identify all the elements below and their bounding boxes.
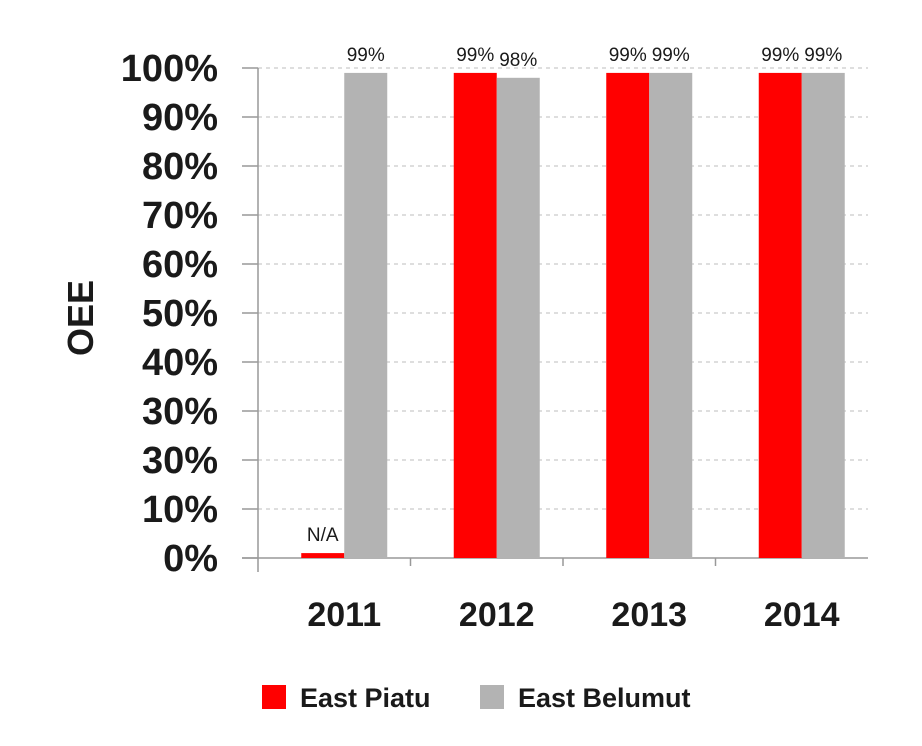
data-label: N/A — [307, 525, 339, 546]
bars — [301, 72, 845, 559]
y-tick-label: 40% — [142, 342, 218, 384]
data-label: 99% — [347, 45, 385, 66]
y-tick-label: 10% — [142, 489, 218, 531]
bar — [801, 72, 845, 559]
y-tick-label: 0% — [163, 538, 218, 580]
y-tick-label: 70% — [142, 195, 218, 237]
y-tick-label: 60% — [142, 244, 218, 286]
bar — [758, 72, 802, 559]
bar — [496, 77, 540, 559]
x-tick-label: 2012 — [459, 596, 535, 634]
data-label: 99% — [652, 45, 690, 66]
x-tick-label: 2011 — [307, 596, 381, 634]
bar — [649, 72, 693, 559]
data-label: 99% — [761, 45, 799, 66]
legend-label: East Piatu — [300, 683, 431, 713]
x-tick-label: 2014 — [764, 596, 840, 634]
legend-swatch — [480, 685, 504, 709]
legend-swatch — [262, 685, 286, 709]
bar — [453, 72, 497, 559]
y-tick-label: 30% — [142, 440, 218, 482]
y-tick-label: 50% — [142, 293, 218, 335]
y-tick-label: 80% — [142, 146, 218, 188]
y-tick-label: 30% — [142, 391, 218, 433]
y-tick-label: 90% — [142, 97, 218, 139]
data-labels: N/A99% 99% 98% 99% 99% 99% 99% — [307, 45, 842, 546]
bar — [344, 72, 388, 559]
bar — [606, 72, 650, 559]
data-label: 99% — [804, 45, 842, 66]
bar — [301, 553, 345, 558]
data-label: 98% — [499, 50, 537, 71]
legend-label: East Belumut — [518, 683, 691, 713]
legend: East Piatu East Belumut — [262, 683, 691, 713]
y-tick-labels: 0% 10% 30% 30% 40% 50% 60% 70% 80% 90% 100% — [121, 48, 218, 580]
grid-lines — [258, 67, 868, 510]
y-tick-label: 100% — [121, 48, 218, 90]
data-label: 99% — [456, 45, 494, 66]
y-axis-label: OEE — [60, 280, 101, 356]
x-tick-labels: 2011 2012 2013 2014 — [307, 596, 839, 634]
x-tick-label: 2013 — [611, 596, 687, 634]
data-label: 99% — [609, 45, 647, 66]
